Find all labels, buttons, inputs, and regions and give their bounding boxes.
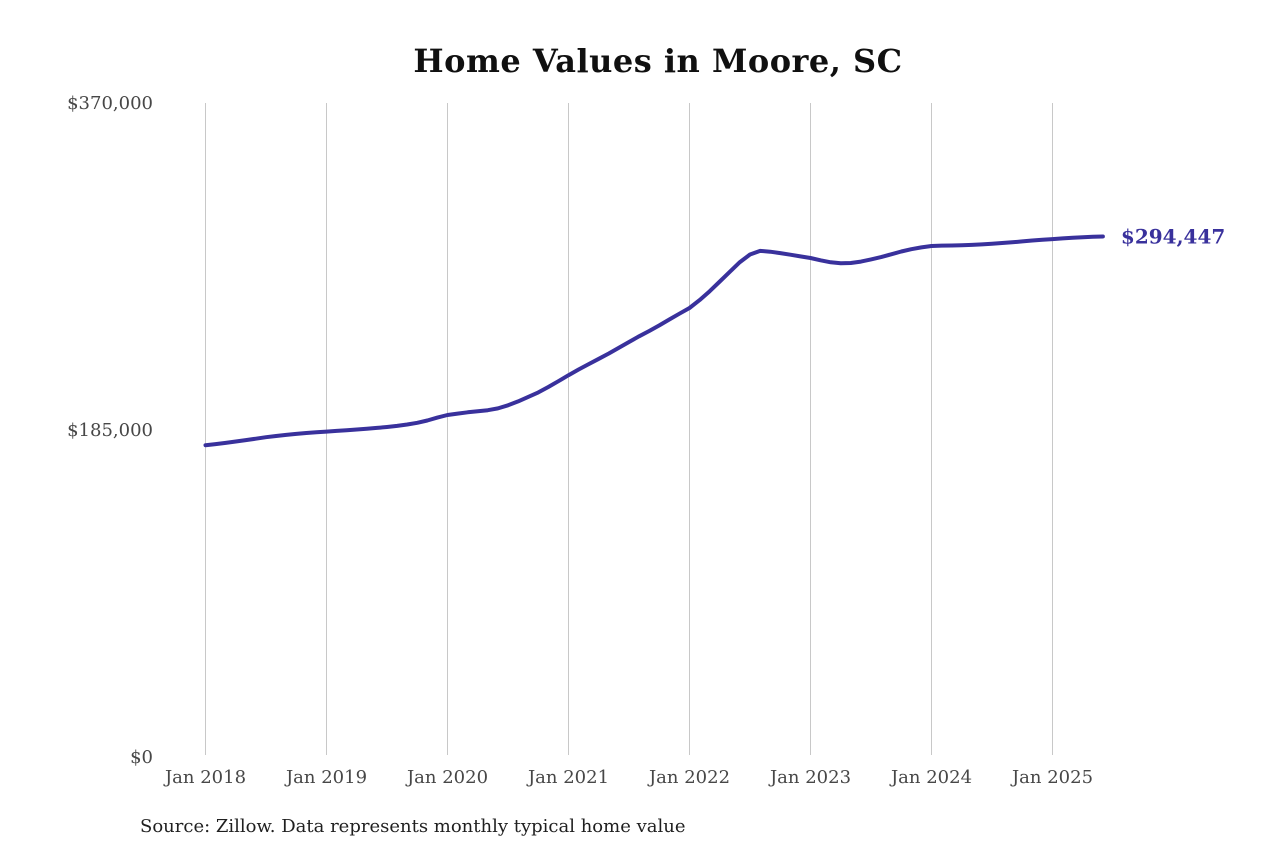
- y-tick-label: $185,000: [67, 420, 153, 441]
- x-tick-label: Jan 2025: [1010, 767, 1093, 788]
- x-tick-label: Jan 2021: [526, 767, 609, 788]
- x-tick-label: Jan 2024: [889, 767, 972, 788]
- x-tick-label: Jan 2022: [647, 767, 730, 788]
- y-tick-label: $370,000: [67, 93, 153, 114]
- x-tick-label: Jan 2020: [405, 767, 488, 788]
- x-tick-label: Jan 2019: [284, 767, 367, 788]
- chart-title: Home Values in Moore, SC: [413, 42, 903, 80]
- x-tick-label: Jan 2023: [768, 767, 851, 788]
- home-values-line: [203, 234, 1105, 448]
- source-note: Source: Zillow. Data represents monthly …: [140, 816, 686, 837]
- y-tick-label: $0: [130, 747, 153, 768]
- final-value-label: $294,447: [1121, 225, 1225, 249]
- x-tick-label: Jan 2018: [163, 767, 246, 788]
